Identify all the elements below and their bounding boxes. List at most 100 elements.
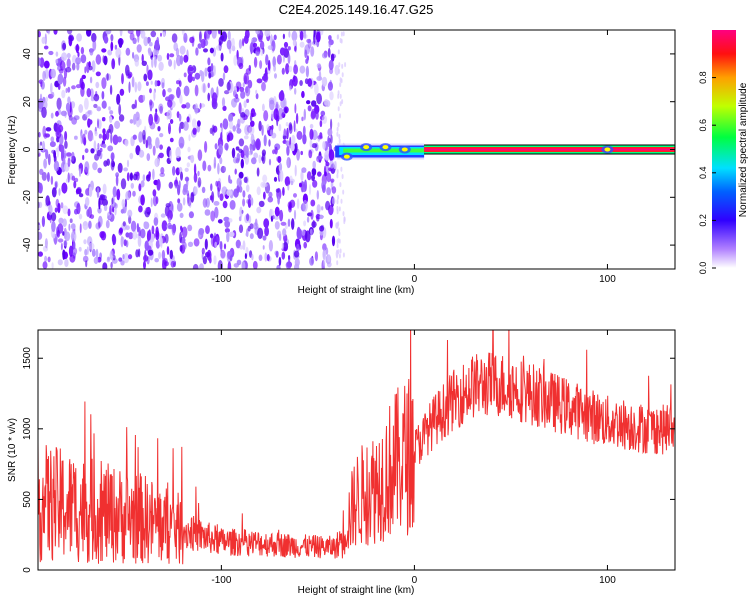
spectrogram-speckle	[60, 202, 64, 209]
spectrogram-speckle	[336, 205, 339, 211]
spectrogram-speckle	[48, 204, 53, 216]
spectrogram-speckle	[97, 142, 100, 150]
spectrogram-speckle	[180, 171, 183, 181]
snr-y-label: SNR (10 * v/v)	[7, 418, 18, 482]
spectrogram-speckle	[314, 251, 318, 262]
spectrogram-speckle	[62, 42, 67, 51]
spectrogram-speckle	[300, 170, 304, 182]
spectrogram-speckle	[242, 38, 245, 47]
spectrogram-speckle	[315, 110, 319, 120]
spectrogram-speckle	[175, 146, 181, 159]
spectrogram-speckle	[236, 177, 242, 187]
spectrogram-speckle	[71, 233, 75, 241]
colorbar-tick-label: 0.4	[698, 167, 708, 180]
spectrogram-speckle	[203, 48, 208, 53]
spectrogram-speckle	[164, 233, 169, 244]
spectrogram-speckle	[243, 34, 249, 45]
spectrogram-speckle	[179, 94, 183, 105]
spectrogram-speckle	[152, 189, 157, 197]
spectrogram-speckle	[167, 109, 172, 120]
spectrogram-speckle	[183, 54, 189, 63]
spectrogram-speckle	[216, 86, 219, 98]
spectrogram-speckle	[84, 129, 88, 135]
spectrogram-speckle	[264, 30, 271, 37]
spectrogram-speckle	[261, 124, 264, 136]
spectrogram-speckle	[243, 75, 248, 85]
spectrogram-speckle	[145, 207, 151, 213]
spectrogram-x-label: Height of straight line (km)	[298, 285, 415, 296]
spectrogram-speckle	[223, 243, 227, 250]
spectrogram-speckle	[149, 88, 152, 94]
spectrogram-speckle	[148, 229, 151, 241]
spectrogram-speckle	[183, 32, 188, 44]
spectrogram-speckle	[161, 220, 168, 232]
spectrogram-speckle	[341, 63, 344, 69]
spectrogram-speckle	[154, 56, 157, 68]
spectrogram-speckle	[112, 134, 119, 146]
spectrogram-speckle	[43, 45, 49, 50]
spectrogram-speckle	[336, 34, 339, 40]
spectrogram-speckle	[302, 133, 307, 145]
spectrogram-speckle	[231, 147, 236, 159]
spectrogram-speckle	[245, 232, 249, 237]
spectrogram-speckle	[129, 32, 135, 41]
spectrogram-speckle	[125, 64, 130, 77]
spectrogram-speckle	[235, 81, 242, 90]
spectrogram-speckle	[336, 199, 339, 205]
spectrogram-speckle	[58, 217, 64, 224]
spectrogram-speckle	[138, 205, 143, 213]
spectrogram-speckle	[152, 195, 158, 207]
spectrogram-speckle	[255, 30, 261, 35]
spectrogram-speckle	[272, 56, 277, 68]
spectrogram-speckle	[242, 82, 245, 88]
spectrogram-speckle	[80, 46, 85, 55]
spectrogram-speckle	[132, 173, 138, 181]
spectrogram-speckle	[191, 37, 195, 47]
spectrogram-speckle	[60, 144, 65, 155]
spectrogram-speckle	[214, 143, 218, 150]
spectrogram-speckle	[96, 106, 102, 112]
spectrogram-speckle	[183, 85, 190, 97]
spectrogram-speckle	[56, 123, 60, 136]
spectrogram-speckle	[260, 181, 267, 188]
spectrogram-speckle	[148, 50, 153, 56]
spectrogram-speckle	[156, 80, 161, 87]
spectrogram-speckle	[238, 39, 242, 49]
spectrogram-speckle	[310, 46, 315, 57]
snr-x-ticks: -100 0 100	[211, 330, 616, 586]
spectrogram-speckle	[271, 124, 274, 130]
spectrogram-speckle	[338, 206, 341, 212]
spectrogram-speckle	[294, 164, 297, 177]
spectrogram-speckle	[311, 167, 317, 176]
spectrogram-speckle	[291, 30, 298, 42]
spectrogram-speckle	[187, 224, 193, 232]
spectrogram-x-ticks: -100 0 100	[211, 30, 616, 285]
spectrogram-speckle	[167, 99, 173, 108]
spectrogram-speckle	[64, 140, 68, 149]
spectrogram-speckle	[137, 235, 142, 248]
spectrogram-speckle	[106, 73, 109, 81]
spectrogram-speckle	[277, 196, 280, 205]
spectrogram-speckle	[115, 174, 119, 187]
spectrogram-speckle	[256, 206, 262, 214]
spectrogram-speckle	[85, 260, 88, 268]
spectrogram-speckle	[71, 85, 76, 90]
spectrogram-speckle	[299, 41, 305, 48]
spectrogram-speckle	[243, 135, 249, 140]
spectrogram-speckle	[249, 223, 254, 230]
spectrogram-speckle	[95, 71, 101, 77]
spectrogram-speckle	[128, 81, 131, 94]
spectrogram-speckle	[176, 202, 183, 212]
spectrogram-speckle	[229, 200, 236, 210]
spectrogram-speckle	[205, 225, 210, 235]
spectrogram-speckle	[243, 100, 247, 108]
spectrogram-speckle	[49, 141, 56, 148]
spectrogram-speckle	[331, 197, 336, 205]
spectrogram-speckle	[285, 63, 290, 75]
spectrogram-speckle	[84, 148, 89, 154]
spectrogram-speckle	[110, 152, 115, 161]
spectrogram-speckle	[255, 89, 258, 95]
spectrogram-speckle	[263, 73, 269, 83]
spectrogram-speckle	[219, 35, 225, 41]
spectrogram-speckle	[51, 212, 57, 222]
